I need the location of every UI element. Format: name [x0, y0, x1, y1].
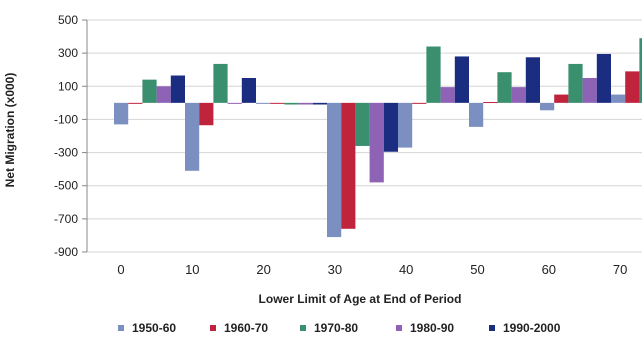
x-tick-label: 30: [328, 262, 342, 277]
bar: [525, 57, 540, 103]
y-tick-label: -900: [54, 245, 78, 259]
legend-label: 1990-2000: [503, 321, 561, 335]
bar: [412, 102, 427, 104]
x-tick-label: 70: [613, 262, 627, 277]
bar: [114, 102, 129, 125]
bar: [327, 102, 342, 238]
bar: [241, 78, 256, 103]
bar: [611, 94, 626, 103]
bar: [284, 102, 299, 105]
bar: [440, 87, 455, 103]
bar: [270, 102, 285, 104]
bar: [426, 46, 441, 103]
bar: [312, 102, 327, 105]
y-axis-title: Net Migration (x000): [3, 73, 17, 188]
bar: [128, 102, 143, 104]
bar: [511, 87, 526, 103]
y-tick-label: -300: [54, 146, 78, 160]
bar: [540, 102, 555, 111]
bar: [142, 79, 157, 103]
x-tick-label: 10: [185, 262, 199, 277]
bar: [369, 102, 384, 183]
x-tick-label: 40: [399, 262, 413, 277]
bar: [185, 102, 200, 171]
legend-swatch: [396, 325, 402, 331]
x-tick-label: 60: [542, 262, 556, 277]
legend-swatch: [300, 325, 306, 331]
bar: [596, 53, 611, 103]
bars-layer: [114, 38, 642, 238]
axis-layer: 500 300 100 -100 -300 -500 -700 -900 0 10 20 30 40 50…: [54, 13, 627, 277]
legend: 1950-60 1960-70 1970-80 1980-90 1990-2000: [118, 321, 561, 335]
legend-swatch: [210, 325, 216, 331]
legend-label: 1980-90: [410, 321, 454, 335]
bar: [497, 72, 512, 103]
bar: [625, 71, 640, 103]
bar: [483, 102, 498, 104]
bar: [469, 102, 484, 127]
bar: [355, 102, 370, 146]
y-tick-label: -700: [54, 212, 78, 226]
bar: [398, 102, 413, 148]
bar: [156, 86, 171, 103]
y-tick-label: 500: [58, 13, 78, 27]
y-tick-label: 300: [58, 46, 78, 60]
bar: [256, 102, 271, 104]
x-axis-title: Lower Limit of Age at End of Period: [259, 292, 462, 306]
bar: [213, 63, 228, 103]
bar: [454, 56, 469, 103]
bar: [341, 102, 356, 229]
x-tick-label: 0: [117, 262, 124, 277]
bar: [639, 38, 642, 103]
y-tick-label: -100: [54, 112, 78, 126]
bar: [199, 102, 214, 126]
legend-label: 1950-60: [132, 321, 176, 335]
bar: [582, 78, 597, 103]
legend-swatch: [118, 325, 124, 331]
bar: [227, 102, 242, 104]
legend-label: 1960-70: [224, 321, 268, 335]
bar: [383, 102, 398, 152]
bar: [298, 102, 313, 105]
y-tick-label: 100: [58, 79, 78, 93]
y-tick-label: -500: [54, 179, 78, 193]
legend-swatch: [489, 325, 495, 331]
bar: [568, 63, 583, 103]
legend-label: 1970-80: [314, 321, 358, 335]
bar: [170, 75, 185, 103]
x-tick-label: 50: [470, 262, 484, 277]
x-tick-label: 20: [256, 262, 270, 277]
bar: [554, 94, 569, 103]
